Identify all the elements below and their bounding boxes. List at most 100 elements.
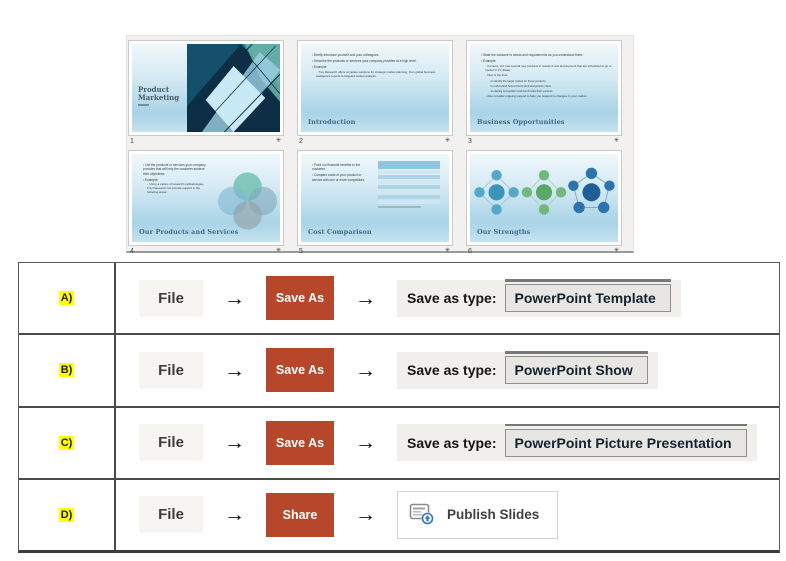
publish-slides-button[interactable]: Publish Slides	[397, 490, 559, 539]
share-button[interactable]: Share	[266, 492, 334, 537]
bullet: Compare costs of your product or service…	[312, 173, 372, 182]
slide-4-meta: 4 ✳	[128, 246, 284, 260]
option-d-label[interactable]: D)	[58, 507, 75, 522]
slide-thumbnail-2[interactable]: Briefly introduce yourself and your coll…	[297, 40, 453, 136]
file-type-dropdown[interactable]: PowerPoint Template	[504, 279, 672, 313]
answer-a-content: File → Save As → Save as type: PowerPoin…	[116, 263, 779, 333]
slide-3-title: Business Opportunities	[477, 118, 565, 126]
slide-6-content: Our Strengths	[470, 154, 618, 242]
slide-number: 4	[130, 248, 134, 255]
slide-4-title: Our Products and Services	[139, 228, 239, 236]
option-label-cell: B)	[19, 335, 116, 406]
answer-c-content: File → Save As → Save as type: PowerPoin…	[116, 408, 779, 478]
slide-1-title-area: Product Marketing	[132, 44, 187, 132]
right-arrow-icon: →	[355, 358, 376, 382]
option-label-cell: D)	[19, 479, 116, 550]
right-arrow-icon: →	[224, 431, 245, 455]
slide-number: 5	[299, 248, 303, 255]
animation-star-icon: ✳	[613, 138, 619, 144]
bullet: Briefly introduce yourself and your coll…	[312, 53, 443, 57]
option-c-label[interactable]: C)	[58, 435, 75, 450]
slide-3-meta: 3 ✳	[466, 136, 622, 150]
slide-1-content: Product Marketing	[132, 44, 280, 132]
slide-2-meta: 2 ✳	[297, 136, 453, 150]
bullet: to identify the target market for these …	[489, 80, 612, 84]
answer-options-table: A) File → Save As → Save as type: PowerP…	[18, 262, 780, 553]
slide-2-title: Introduction	[308, 118, 356, 126]
publish-slides-icon	[409, 504, 434, 525]
slide-5-title: Cost Comparison	[308, 228, 372, 236]
right-arrow-icon: →	[355, 503, 376, 527]
slide-thumbnail-6[interactable]: Our Strengths	[466, 150, 622, 246]
save-as-type-label: Save as type:	[407, 290, 497, 307]
cost-comparison-table	[377, 161, 441, 242]
file-button[interactable]: File	[139, 279, 203, 317]
save-as-type-strip: Save as type: PowerPoint Show	[397, 351, 658, 389]
save-as-type-label: Save as type:	[407, 434, 497, 451]
slide-6-title: Our Strengths	[477, 228, 531, 236]
bullet: Contoso, Ltd. has several new products i…	[485, 64, 612, 73]
answer-d-content: File → Share → Publish Slides	[116, 480, 779, 550]
answer-b-content: File → Save As → Save as type: PowerPoin…	[116, 335, 779, 405]
option-a-label[interactable]: A)	[58, 291, 75, 306]
answer-row-c: C) File → Save As → Save as type: PowerP…	[19, 407, 779, 480]
option-b-label[interactable]: B)	[58, 363, 75, 378]
bullet: Now is the time:	[485, 73, 612, 78]
right-arrow-icon: →	[224, 286, 245, 310]
option-label-cell: A)	[19, 263, 116, 334]
bullet: Describe the products or services your c…	[312, 59, 443, 63]
slide-5-content: Point out financial benefits to the cust…	[301, 154, 449, 242]
slide-4-bullets: List the products or services your compa…	[132, 154, 215, 242]
bullet: Trey Research offers complete solutions …	[316, 70, 443, 79]
slide-1-title: Product Marketing	[138, 85, 180, 102]
venn-diagram	[217, 172, 277, 230]
bullet: Example:	[481, 59, 612, 63]
save-as-button[interactable]: Save As	[266, 420, 334, 465]
right-arrow-icon: →	[355, 431, 376, 455]
file-button[interactable]: File	[139, 424, 203, 462]
save-as-type-strip: Save as type: PowerPoint Picture Present…	[397, 423, 757, 462]
bullet: Example:	[143, 178, 209, 182]
option-label-cell: C)	[19, 407, 116, 478]
animation-star-icon: ✳	[444, 248, 450, 254]
strengths-diagrams	[474, 167, 615, 215]
answer-row-a: A) File → Save As → Save as type: PowerP…	[19, 263, 779, 336]
publish-slides-label: Publish Slides	[447, 507, 540, 523]
bullet: Using a variety of research methodologie…	[147, 183, 209, 195]
file-button[interactable]: File	[139, 351, 203, 389]
right-arrow-icon: →	[224, 503, 245, 527]
slide-thumbnail-4[interactable]: List the products or services your compa…	[128, 150, 284, 246]
slide-5-bullets: Point out financial benefits to the cust…	[301, 154, 378, 242]
slide-6-meta: 6 ✳	[466, 246, 622, 260]
save-as-button[interactable]: Save As	[266, 276, 334, 321]
save-as-type-strip: Save as type: PowerPoint Template	[397, 279, 681, 317]
file-button[interactable]: File	[139, 496, 203, 534]
file-type-dropdown[interactable]: PowerPoint Picture Presentation	[504, 423, 747, 457]
slide-number: 2	[299, 138, 303, 145]
bullet: List the products or services your compa…	[143, 163, 209, 176]
right-arrow-icon: →	[355, 286, 376, 310]
slide-number: 1	[130, 138, 134, 145]
answer-row-b: B) File → Save As → Save as type: PowerP…	[19, 335, 779, 408]
save-as-button[interactable]: Save As	[266, 348, 334, 393]
bullet: to identify competition and benchmark th…	[489, 90, 612, 94]
slide-thumbnail-1[interactable]: Product Marketing	[128, 40, 284, 136]
slide-number: 3	[468, 138, 472, 145]
file-type-dropdown[interactable]: PowerPoint Show	[504, 351, 648, 385]
animation-star-icon: ✳	[275, 138, 281, 144]
slide-thumbnail-3[interactable]: State the customer's needs and requireme…	[466, 40, 622, 136]
animation-star-icon: ✳	[444, 138, 450, 144]
slide-thumbnail-5[interactable]: Point out financial benefits to the cust…	[297, 150, 453, 246]
slide-number: 6	[468, 248, 472, 255]
bullet: Example:	[312, 65, 443, 69]
answer-row-d: D) File → Share → Publish Slides	[19, 479, 779, 550]
bullet: State the customer's needs and requireme…	[481, 53, 612, 57]
slide-5-meta: 5 ✳	[297, 246, 453, 260]
animation-star-icon: ✳	[613, 248, 619, 254]
bullet: to understand how to best brand and posi…	[489, 85, 612, 89]
slide-sorter-panel: Product Marketing Briefly introduce your…	[126, 35, 634, 255]
slide-2-content: Briefly introduce yourself and your coll…	[301, 44, 449, 132]
slide-1-subtitle-placeholder	[138, 104, 149, 106]
slide-4-content: List the products or services your compa…	[132, 154, 280, 242]
save-as-type-label: Save as type:	[407, 362, 497, 379]
